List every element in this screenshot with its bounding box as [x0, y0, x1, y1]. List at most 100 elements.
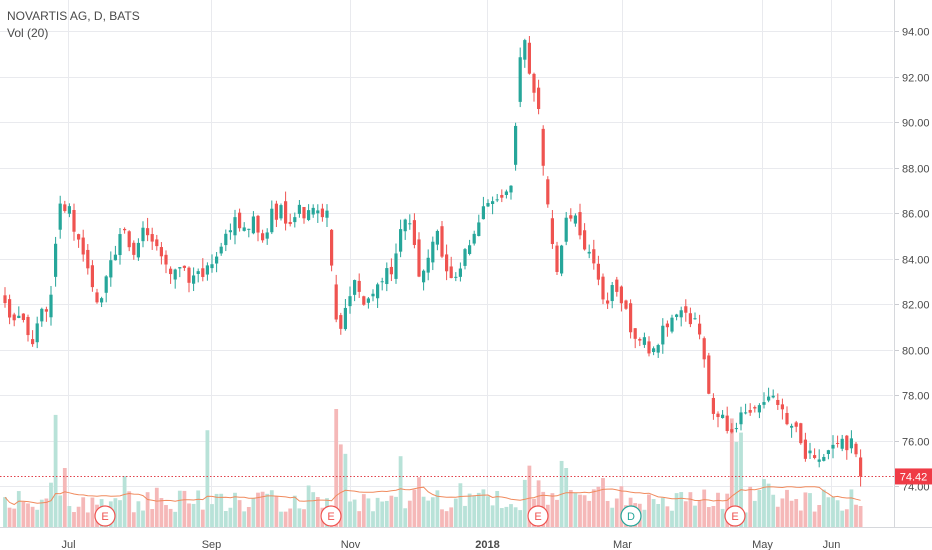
- volume-bar: [384, 500, 389, 527]
- volume-bar: [780, 498, 785, 527]
- candle-body: [86, 249, 90, 269]
- candle-body: [408, 223, 412, 225]
- volume-bar: [205, 430, 210, 527]
- candle-body: [215, 256, 219, 264]
- volume-bar: [297, 508, 302, 527]
- candle-body: [730, 429, 734, 433]
- candle-body: [40, 308, 44, 322]
- candle-layer: [3, 36, 863, 487]
- chart-legend: NOVARTIS AG, D, BATS Vol (20): [7, 8, 140, 42]
- price-tick-label: 76.00: [902, 437, 930, 449]
- candle-body: [583, 230, 587, 250]
- volume-bar: [509, 504, 513, 527]
- candle-body: [527, 42, 531, 74]
- volume-bar: [394, 496, 398, 527]
- candle-body: [293, 217, 297, 223]
- candle-body: [238, 212, 242, 229]
- price-axis[interactable]: 74.00 76.00 78.00 80.00 82.00 84.00 86.00 88.00…: [895, 27, 930, 494]
- volume-bar: [292, 495, 297, 527]
- volume-legend[interactable]: Vol (20): [7, 26, 49, 40]
- volume-bar: [348, 501, 352, 527]
- candle-body: [196, 271, 200, 275]
- candle-body: [799, 423, 803, 444]
- candle-body: [348, 296, 352, 307]
- volume-bar: [601, 478, 605, 527]
- candle-body: [541, 128, 545, 166]
- volume-bar: [371, 511, 375, 527]
- volume-bar: [775, 506, 780, 527]
- volume-bar: [380, 501, 385, 527]
- volume-bar: [591, 489, 596, 527]
- earnings-marker[interactable]: E: [724, 505, 746, 527]
- earnings-marker[interactable]: E: [94, 505, 116, 527]
- volume-bar: [311, 492, 316, 527]
- volume-bar: [656, 504, 661, 527]
- candle-body: [31, 339, 35, 345]
- volume-bar: [251, 498, 256, 527]
- volume-bar: [113, 498, 118, 527]
- candle-body: [224, 233, 228, 246]
- candle-body: [380, 281, 384, 283]
- volume-bar: [642, 509, 647, 527]
- time-tick-label: Sep: [202, 539, 222, 550]
- volume-bar: [403, 508, 408, 527]
- volume-bar: [481, 489, 486, 527]
- symbol-legend[interactable]: NOVARTIS AG, D, BATS: [7, 9, 140, 23]
- candle-body: [192, 275, 196, 284]
- earnings-marker-circle: [94, 505, 116, 527]
- candle-body: [486, 203, 490, 207]
- dividend-marker[interactable]: D: [620, 505, 642, 527]
- volume-bar: [426, 500, 431, 527]
- earnings-marker-label: E: [534, 511, 541, 523]
- earnings-marker[interactable]: E: [320, 505, 342, 527]
- volume-bar: [522, 479, 527, 527]
- volume-bar: [711, 505, 716, 527]
- volume-bar: [279, 511, 283, 527]
- candle-body: [343, 307, 347, 330]
- volume-bar: [265, 493, 270, 527]
- candle-body: [491, 201, 495, 204]
- candle-body: [54, 243, 58, 277]
- time-axis[interactable]: Jul Sep Nov 2018 Mar May Jun: [61, 539, 840, 550]
- candle-body: [514, 125, 518, 165]
- volume-bar: [39, 499, 44, 527]
- candle-body: [325, 210, 329, 218]
- volume-bar: [472, 496, 477, 527]
- volume-bar: [187, 503, 191, 527]
- volume-bar: [85, 512, 90, 527]
- candle-body: [44, 309, 48, 312]
- candle-body: [546, 179, 550, 205]
- volume-bar: [269, 490, 274, 527]
- volume-bar: [743, 512, 748, 527]
- candle-body: [537, 87, 541, 109]
- volume-bar: [785, 489, 789, 527]
- candle-body: [836, 442, 840, 444]
- volume-bar: [550, 493, 555, 527]
- volume-bar: [844, 509, 849, 527]
- earnings-marker[interactable]: E: [527, 505, 549, 527]
- last-price-tag: 74.42: [895, 468, 932, 485]
- candle-body: [150, 234, 154, 242]
- volume-bar: [490, 505, 495, 527]
- candle-body: [265, 232, 269, 239]
- candle-body: [81, 237, 85, 255]
- candle-body: [472, 233, 476, 244]
- volume-bar: [90, 497, 95, 527]
- volume-bar: [35, 509, 40, 527]
- candle-body: [555, 245, 559, 272]
- volume-bar: [495, 490, 500, 527]
- volume-bar: [449, 507, 454, 527]
- volume-bar: [794, 499, 799, 527]
- candle-body: [477, 222, 481, 236]
- volume-bar: [233, 492, 237, 527]
- candle-body: [698, 323, 702, 335]
- candle-body: [17, 315, 21, 319]
- volume-bar: [444, 511, 449, 527]
- candle-body: [334, 284, 338, 320]
- volume-bar: [173, 511, 178, 527]
- candle-body: [711, 397, 715, 414]
- candle-body: [684, 306, 688, 313]
- volume-bar: [53, 414, 58, 527]
